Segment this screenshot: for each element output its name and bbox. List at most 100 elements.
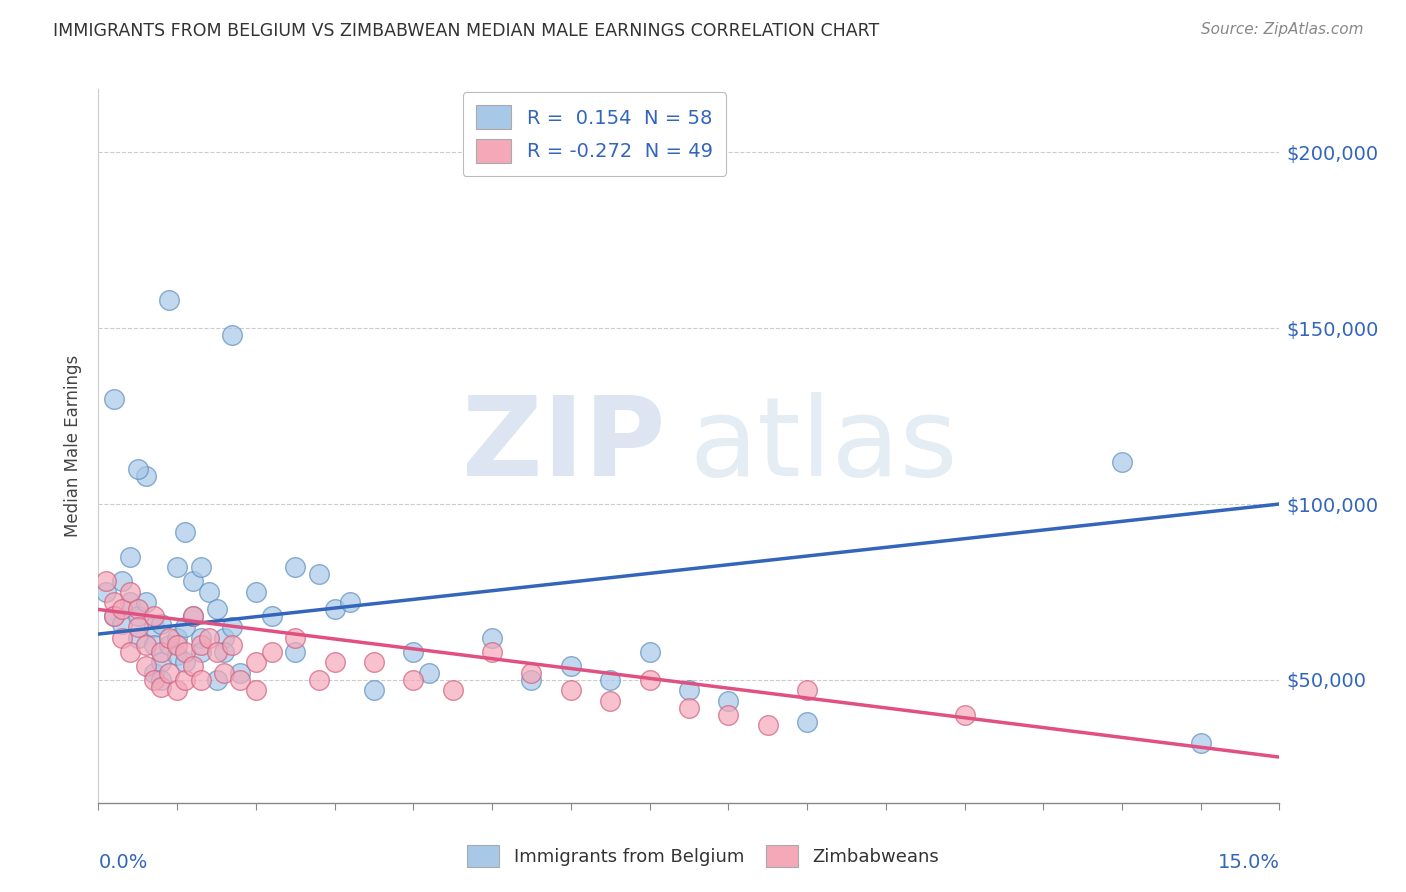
Point: [308, 673, 330, 687]
Point: [96, 574, 118, 589]
Point: [796, 683, 818, 698]
Point: [756, 718, 779, 732]
Point: [127, 462, 149, 476]
Point: [481, 645, 503, 659]
Point: [190, 560, 212, 574]
Point: [520, 665, 543, 680]
Point: [166, 631, 188, 645]
Legend: Immigrants from Belgium, Zimbabweans: Immigrants from Belgium, Zimbabweans: [460, 838, 946, 874]
Point: [599, 673, 621, 687]
Point: [174, 673, 197, 687]
Point: [103, 392, 125, 406]
Point: [229, 665, 252, 680]
Point: [221, 638, 243, 652]
Point: [103, 609, 125, 624]
Point: [150, 673, 173, 687]
Point: [118, 645, 141, 659]
Point: [221, 620, 243, 634]
Point: [245, 585, 267, 599]
Point: [678, 701, 700, 715]
Text: ZIP: ZIP: [463, 392, 665, 500]
Point: [1189, 736, 1212, 750]
Point: [157, 631, 180, 645]
Text: 0.0%: 0.0%: [98, 853, 148, 871]
Point: [142, 609, 165, 624]
Text: Source: ZipAtlas.com: Source: ZipAtlas.com: [1201, 22, 1364, 37]
Point: [166, 683, 188, 698]
Point: [142, 673, 165, 687]
Point: [135, 658, 157, 673]
Point: [142, 665, 165, 680]
Point: [166, 560, 188, 574]
Point: [174, 645, 197, 659]
Point: [260, 645, 283, 659]
Text: 15.0%: 15.0%: [1218, 853, 1279, 871]
Point: [323, 655, 346, 669]
Point: [174, 525, 197, 540]
Point: [174, 655, 197, 669]
Point: [150, 655, 173, 669]
Point: [118, 549, 141, 564]
Point: [205, 645, 228, 659]
Point: [560, 683, 582, 698]
Point: [111, 574, 134, 589]
Point: [190, 673, 212, 687]
Point: [118, 595, 141, 609]
Point: [157, 293, 180, 307]
Point: [402, 673, 425, 687]
Point: [481, 631, 503, 645]
Point: [127, 609, 149, 624]
Point: [150, 616, 173, 631]
Point: [135, 468, 157, 483]
Point: [284, 631, 307, 645]
Point: [181, 609, 204, 624]
Point: [197, 631, 219, 645]
Point: [157, 665, 180, 680]
Point: [717, 694, 740, 708]
Point: [142, 620, 165, 634]
Point: [135, 638, 157, 652]
Legend: R =  0.154  N = 58, R = -0.272  N = 49: R = 0.154 N = 58, R = -0.272 N = 49: [463, 92, 727, 177]
Point: [638, 645, 661, 659]
Point: [190, 638, 212, 652]
Point: [127, 602, 149, 616]
Point: [214, 665, 236, 680]
Point: [363, 655, 385, 669]
Point: [111, 616, 134, 631]
Point: [96, 585, 118, 599]
Text: IMMIGRANTS FROM BELGIUM VS ZIMBABWEAN MEDIAN MALE EARNINGS CORRELATION CHART: IMMIGRANTS FROM BELGIUM VS ZIMBABWEAN ME…: [53, 22, 880, 40]
Point: [181, 609, 204, 624]
Point: [205, 602, 228, 616]
Point: [678, 683, 700, 698]
Point: [560, 658, 582, 673]
Point: [214, 645, 236, 659]
Point: [229, 673, 252, 687]
Point: [339, 595, 361, 609]
Point: [599, 694, 621, 708]
Point: [111, 602, 134, 616]
Point: [796, 714, 818, 729]
Point: [205, 673, 228, 687]
Point: [181, 574, 204, 589]
Point: [197, 585, 219, 599]
Point: [181, 658, 204, 673]
Point: [363, 683, 385, 698]
Point: [717, 707, 740, 722]
Point: [166, 638, 188, 652]
Point: [418, 665, 440, 680]
Point: [323, 602, 346, 616]
Point: [1111, 455, 1133, 469]
Point: [520, 673, 543, 687]
Point: [284, 645, 307, 659]
Point: [103, 609, 125, 624]
Point: [190, 645, 212, 659]
Point: [166, 648, 188, 662]
Point: [308, 567, 330, 582]
Point: [245, 655, 267, 669]
Point: [638, 673, 661, 687]
Point: [111, 631, 134, 645]
Point: [135, 595, 157, 609]
Point: [150, 680, 173, 694]
Point: [118, 585, 141, 599]
Point: [221, 328, 243, 343]
